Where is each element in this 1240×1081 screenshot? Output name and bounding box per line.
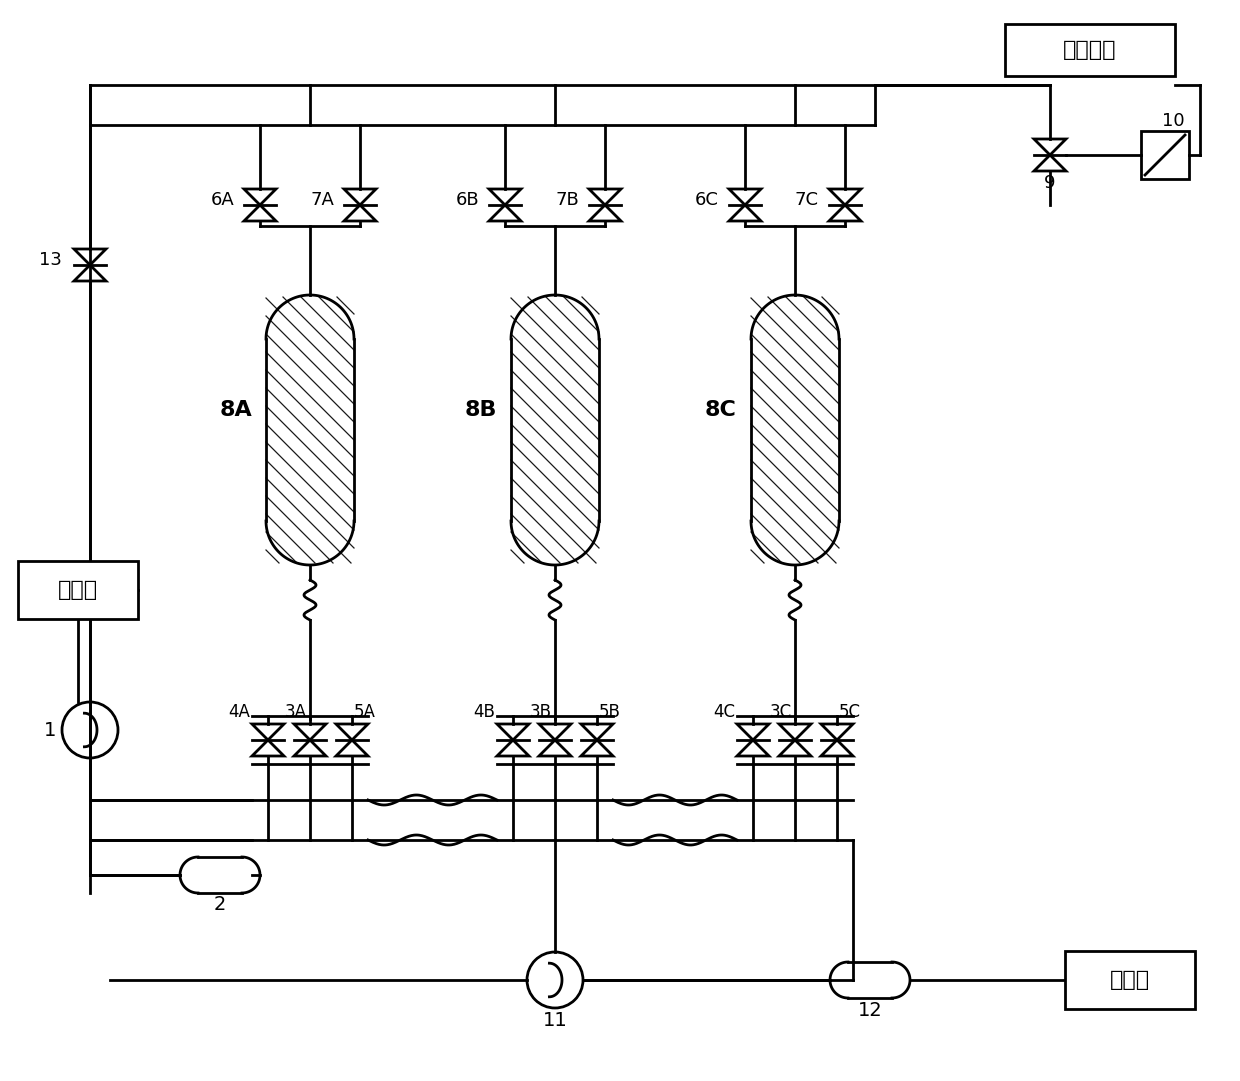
Text: 4B: 4B	[474, 703, 495, 721]
Text: 排气管路: 排气管路	[1063, 40, 1117, 61]
Text: 3C: 3C	[770, 703, 792, 721]
Text: 7B: 7B	[556, 191, 579, 209]
Text: 8C: 8C	[706, 400, 737, 421]
Text: 11: 11	[543, 1011, 568, 1029]
Text: 5A: 5A	[353, 703, 376, 721]
Text: 4A: 4A	[228, 703, 250, 721]
Text: 2: 2	[213, 895, 226, 915]
Text: 5B: 5B	[599, 703, 621, 721]
Text: 3B: 3B	[529, 703, 552, 721]
Bar	[19, 561, 138, 619]
Text: 4C: 4C	[713, 703, 735, 721]
Text: 6B: 6B	[455, 191, 479, 209]
Text: 3A: 3A	[285, 703, 308, 721]
Text: 7A: 7A	[310, 191, 334, 209]
Text: 13: 13	[40, 251, 62, 269]
Text: 9: 9	[1044, 174, 1055, 192]
Text: 5C: 5C	[839, 703, 861, 721]
Text: 12: 12	[858, 1001, 883, 1019]
Text: 7C: 7C	[795, 191, 818, 209]
Bar	[1065, 951, 1195, 1009]
Bar	[1004, 24, 1176, 76]
Bar	[1141, 131, 1189, 179]
Text: 产品气: 产品气	[1110, 970, 1149, 990]
Text: 6C: 6C	[696, 191, 719, 209]
Text: 原料气: 原料气	[58, 580, 98, 600]
Text: 8B: 8B	[465, 400, 497, 421]
Text: 8A: 8A	[219, 400, 253, 421]
Text: 10: 10	[1162, 112, 1184, 130]
Text: 1: 1	[43, 721, 56, 739]
Text: 6A: 6A	[211, 191, 234, 209]
